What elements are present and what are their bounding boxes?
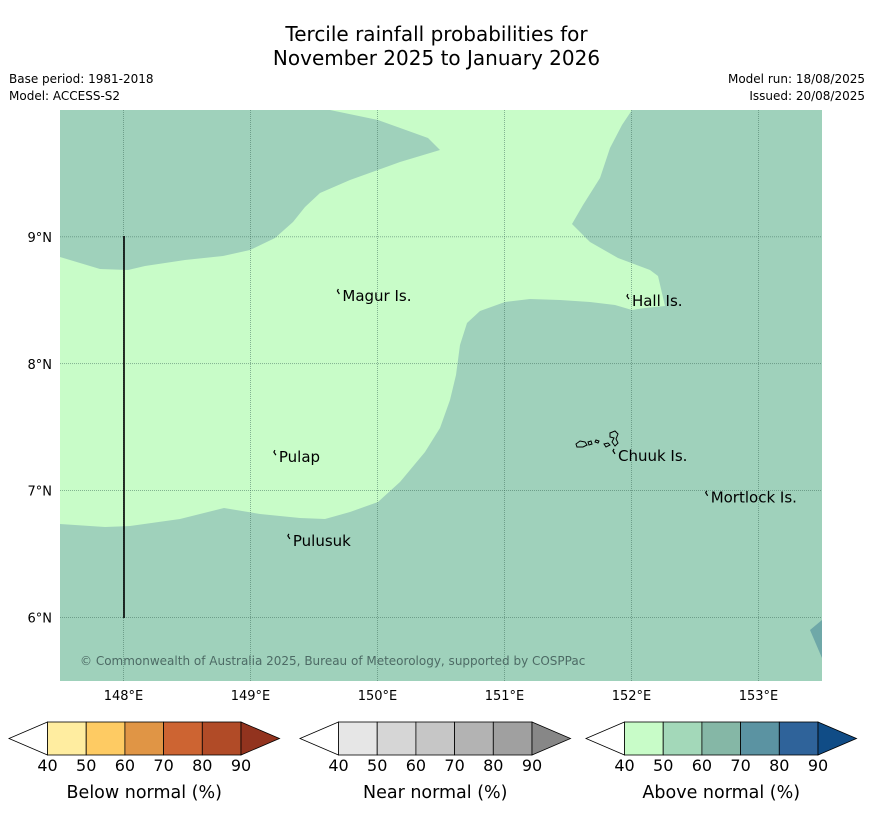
island-marker <box>336 288 340 295</box>
colorbar-cell <box>163 721 203 756</box>
map-panel: Magur Is. Hall Is. Pulap Chuuk Is. Mortlock … <box>60 110 822 681</box>
lon-tick-label: 148°E <box>104 689 144 704</box>
place-label: Hall Is. <box>632 292 683 310</box>
place-markers: Magur Is. Hall Is. Pulap Chuuk Is. Mortlock … <box>273 287 797 550</box>
colorbar-tick-label: 40 <box>614 756 634 775</box>
colorbar-tick-label: 90 <box>522 756 542 775</box>
colorbar-tick-label: 50 <box>653 756 673 775</box>
island-marker <box>287 533 291 540</box>
model-text: Model: ACCESS-S2 <box>9 89 121 103</box>
colorbar-cell <box>124 721 165 756</box>
island-marker <box>626 293 630 300</box>
colorbar-0: 40 50 60 70 80 90 Below normal (%) <box>7 721 281 803</box>
colorbar-tick-label: 90 <box>808 756 828 775</box>
colorbar-cell <box>740 721 780 756</box>
place-label: Chuuk Is. <box>618 447 687 465</box>
colorbar-cell <box>415 721 455 756</box>
colorbar-right-extension <box>531 721 572 756</box>
place-label: Magur Is. <box>342 287 411 305</box>
colorbar-tick-label: 60 <box>406 756 426 775</box>
above-normal-60-70-area <box>810 620 822 658</box>
colorbar-tick-label: 80 <box>192 756 212 775</box>
colorbar-tick-label: 70 <box>444 756 464 775</box>
lon-tick-label: 151°E <box>485 689 525 704</box>
lat-tick-label: 8°N <box>28 358 53 373</box>
place-label: Pulap <box>279 448 320 466</box>
colorbar-cell <box>85 721 126 756</box>
graticule <box>60 110 822 681</box>
colorbar-left-extension <box>298 721 339 756</box>
lon-tick-label: 153°E <box>739 689 779 704</box>
model-run-text: Model run: 18/08/2025 <box>727 72 865 86</box>
colorbar-left-extension <box>584 721 625 756</box>
colorbar-tick-label: 50 <box>76 756 96 775</box>
colorbar-cell <box>701 721 742 756</box>
colorbar-tick-label: 70 <box>153 756 173 775</box>
island-marker <box>612 448 616 455</box>
colorbar-cell <box>778 721 819 756</box>
colorbar-tick-label: 90 <box>231 756 251 775</box>
colorbar-right-extension <box>240 721 281 756</box>
chuuk-islands-outline <box>575 430 619 448</box>
colorbar-tick-label: 40 <box>37 756 57 775</box>
colorbar-tick-label: 80 <box>483 756 503 775</box>
colorbar-title: Near normal (%) <box>363 783 508 803</box>
base-period-text: Base period: 1981-2018 <box>9 72 154 86</box>
colorbar-cell <box>201 721 242 756</box>
copyright-text: © Commonwealth of Australia 2025, Bureau… <box>80 654 585 668</box>
title-line-1: Tercile rainfall probabilities for <box>285 22 588 46</box>
above-normal-40-50-region <box>60 110 665 527</box>
lon-tick-label: 152°E <box>612 689 652 704</box>
colorbar-cell <box>492 721 533 756</box>
colorbar-2: 40 50 60 70 80 90 Above normal (%) <box>584 721 858 803</box>
colorbar-1: 40 50 60 70 80 90 Near normal (%) <box>298 721 572 803</box>
lat-tick-label: 7°N <box>28 485 53 500</box>
lon-tick-label: 150°E <box>358 689 398 704</box>
colorbar-cell <box>454 721 494 756</box>
colorbar-tick-label: 60 <box>692 756 712 775</box>
lon-tick-label: 149°E <box>231 689 271 704</box>
colorbar-cell <box>47 721 87 756</box>
place-label: Mortlock Is. <box>711 489 797 507</box>
lat-tick-label: 9°N <box>28 231 53 246</box>
meta-left: Base period: 1981-2018 Model: ACCESS-S2 <box>9 71 154 105</box>
colorbar-cell <box>338 721 378 756</box>
island-marker <box>705 490 709 497</box>
colorbar-title: Below normal (%) <box>67 783 222 803</box>
colorbar-tick-label: 60 <box>115 756 135 775</box>
lat-tick-label: 6°N <box>28 612 53 627</box>
colorbar-cell <box>662 721 703 756</box>
colorbar-cell <box>376 721 417 756</box>
map-title: Tercile rainfall probabilities for Novem… <box>0 22 873 70</box>
axis-ticks: 148°E 149°E 150°E 151°E 152°E 153°E 6°N 7°N 8°N 9… <box>28 231 779 704</box>
issued-text: Issued: 20/08/2025 <box>749 89 865 103</box>
island-marker <box>273 449 277 456</box>
colorbar-cell <box>624 721 664 756</box>
colorbar-right-extension <box>817 721 858 756</box>
colorbar-legends: 40 50 60 70 80 90 Below normal (%) 40 50 60 70 80 90… <box>7 721 858 803</box>
colorbar-tick-label: 40 <box>328 756 348 775</box>
colorbar-left-extension <box>7 721 48 756</box>
colorbar-title: Above normal (%) <box>642 783 800 803</box>
colorbar-tick-label: 50 <box>367 756 387 775</box>
colorbar-tick-label: 70 <box>730 756 750 775</box>
place-label: Pulusuk <box>293 532 351 550</box>
meta-right: Model run: 18/08/2025 Issued: 20/08/2025 <box>728 71 865 105</box>
title-line-2: November 2025 to January 2026 <box>272 46 601 70</box>
colorbar-tick-label: 80 <box>769 756 789 775</box>
